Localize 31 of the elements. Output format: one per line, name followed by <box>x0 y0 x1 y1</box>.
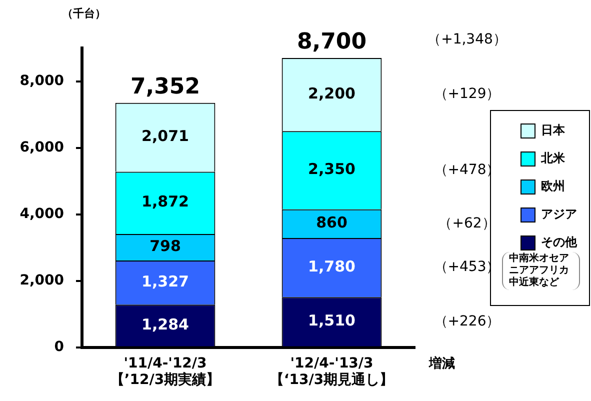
x-tick-label: '12/4-'13/3 【‘13/3期見通し】 <box>270 355 394 388</box>
x-tick-label: '11/4-'12/3 【’12/3期実績】 <box>110 355 220 388</box>
text: 増減 <box>428 355 455 372</box>
legend-label: 北米 <box>540 151 566 166</box>
text: （+62） <box>438 215 496 232</box>
data-label: 1,872 <box>142 192 189 211</box>
y-axis-title: （千台） <box>62 6 106 21</box>
total-label: 7,352 <box>130 74 200 100</box>
y-tick-label: 6,000 <box>20 139 64 156</box>
legend-label: 日本 <box>541 123 566 138</box>
data-label: 1,780 <box>308 257 356 276</box>
data-label: 2,350 <box>308 160 356 178</box>
data-label: 860 <box>316 214 348 232</box>
text: （+1,348） <box>427 32 507 48</box>
text: 中南米オセアニアアフリカ中近東など <box>502 252 580 290</box>
legend-label: その他 <box>541 235 578 250</box>
y-tick-label: 0 <box>54 339 64 356</box>
y-tick-label: 8,000 <box>20 72 64 89</box>
text: （+129） <box>434 86 500 102</box>
data-label: 2,071 <box>142 127 189 146</box>
data-label: 2,200 <box>308 84 356 102</box>
data-label: 1,327 <box>142 272 189 291</box>
data-label: 1,510 <box>308 312 356 330</box>
legend-label: 欧州 <box>541 179 565 194</box>
data-label: 798 <box>150 237 181 256</box>
legend-label: アジア <box>541 207 577 222</box>
data-label: 1,284 <box>142 315 189 334</box>
y-tick-label: 4,000 <box>20 206 64 222</box>
total-label: 8,700 <box>296 30 367 55</box>
text: （+226） <box>434 313 500 330</box>
y-tick-label: 2,000 <box>20 272 64 289</box>
